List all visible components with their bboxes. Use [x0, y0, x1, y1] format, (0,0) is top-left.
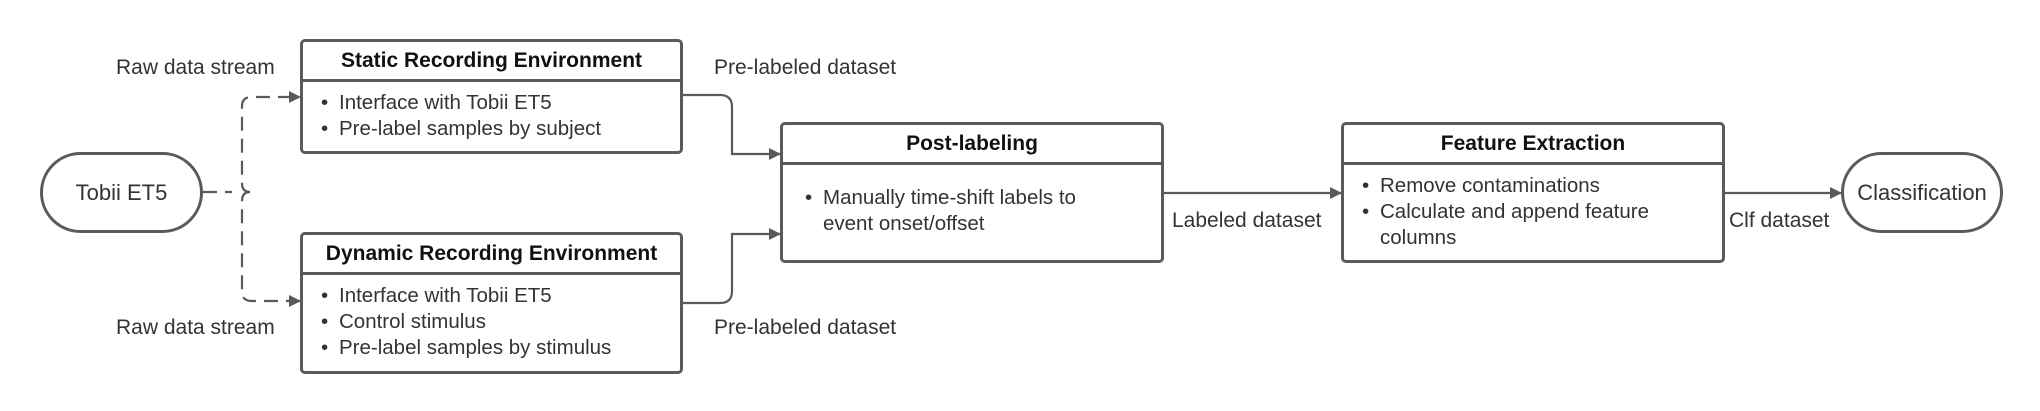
- dynamic-recording-list: Interface with Tobii ET5 Control stimulu…: [303, 275, 680, 361]
- classification-node: Classification: [1841, 152, 2003, 233]
- list-item: Interface with Tobii ET5: [315, 90, 680, 116]
- list-item: Control stimulus: [315, 309, 680, 335]
- list-item: Pre-label samples by stimulus: [315, 335, 680, 361]
- classification-label: Classification: [1857, 179, 1987, 205]
- feature-extraction-list: Remove contaminations Calculate and appe…: [1344, 165, 1686, 251]
- tobii-source-label: Tobii ET5: [75, 179, 168, 205]
- edge-label-raw-top: Raw data stream: [116, 56, 275, 79]
- feature-extraction-box: Feature Extraction Remove contaminations…: [1341, 122, 1725, 263]
- edge-label-labeled: Labeled dataset: [1172, 209, 1322, 232]
- static-recording-title: Static Recording Environment: [303, 42, 680, 82]
- post-labeling-title: Post-labeling: [783, 125, 1161, 165]
- edge-label-prelabeled-bottom: Pre-labeled dataset: [714, 316, 897, 339]
- dynamic-recording-title: Dynamic Recording Environment: [303, 235, 680, 275]
- static-recording-list: Interface with Tobii ET5 Pre-label sampl…: [303, 82, 680, 142]
- list-item: Manually time-shift labels to event onse…: [799, 185, 1099, 237]
- list-item: Pre-label samples by subject: [315, 116, 680, 142]
- edge-label-raw-bottom: Raw data stream: [116, 316, 275, 339]
- list-item: Calculate and append feature columns: [1356, 199, 1686, 251]
- dynamic-recording-box: Dynamic Recording Environment Interface …: [300, 232, 683, 374]
- edge-label-clf: Clf dataset: [1729, 209, 1830, 232]
- edge-label-prelabeled-top: Pre-labeled dataset: [714, 56, 897, 79]
- list-item: Interface with Tobii ET5: [315, 283, 680, 309]
- arrow-dynamic-to-post: [683, 228, 781, 305]
- tobii-source-node: Tobii ET5: [40, 152, 203, 233]
- dashed-branch-static: [240, 91, 301, 194]
- post-labeling-list: Manually time-shift labels to event onse…: [783, 165, 1099, 237]
- arrow-static-to-post: [683, 93, 781, 160]
- post-labeling-box: Post-labeling Manually time-shift labels…: [780, 122, 1164, 263]
- feature-extraction-title: Feature Extraction: [1344, 125, 1722, 165]
- list-item: Remove contaminations: [1356, 173, 1686, 199]
- dashed-branch-dynamic: [240, 190, 301, 307]
- static-recording-box: Static Recording Environment Interface w…: [300, 39, 683, 154]
